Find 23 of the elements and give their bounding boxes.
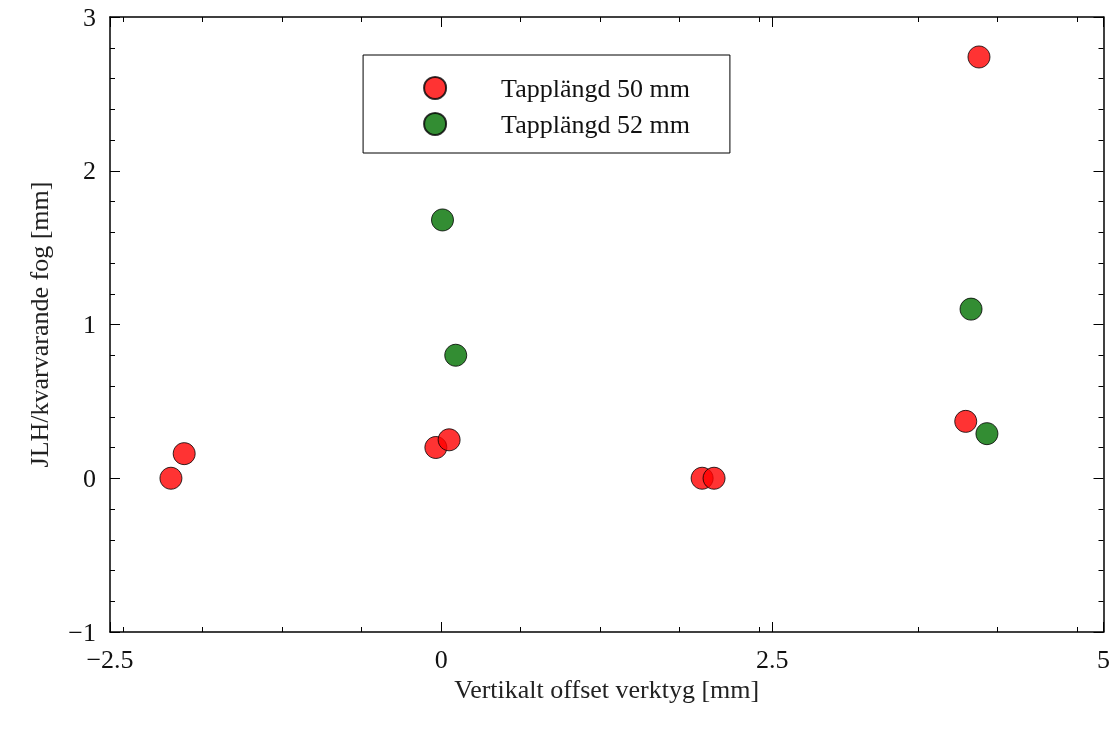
point (172, 442, 196, 466)
y-tick-label: 0 (83, 463, 96, 493)
point (967, 45, 991, 69)
x-tick-label: 0 (434, 644, 448, 674)
point (431, 208, 454, 232)
point (959, 297, 983, 321)
x-tick-label: 5 (1097, 644, 1110, 674)
y-tick-label: 1 (83, 310, 96, 339)
point (975, 422, 999, 446)
y-axis-title: JLH/kvarvarande fog [mm] (24, 181, 54, 468)
point (437, 428, 461, 452)
y-tick-label: −1 (68, 617, 96, 647)
x-tick-label: 2.5 (756, 644, 789, 674)
y-tick-label: 3 (83, 2, 96, 32)
legend-label: Tapplängd 50 mm (501, 73, 690, 103)
point (954, 409, 978, 433)
point (702, 466, 726, 490)
x-tick-label: −2.5 (86, 644, 134, 674)
x-axis-title: Vertikalt offset verktyg [mm] (454, 675, 760, 705)
legend-label: Tapplängd 52 mm (501, 109, 690, 139)
point (159, 466, 183, 490)
point (444, 343, 468, 367)
y-tick-label: 2 (83, 156, 96, 186)
